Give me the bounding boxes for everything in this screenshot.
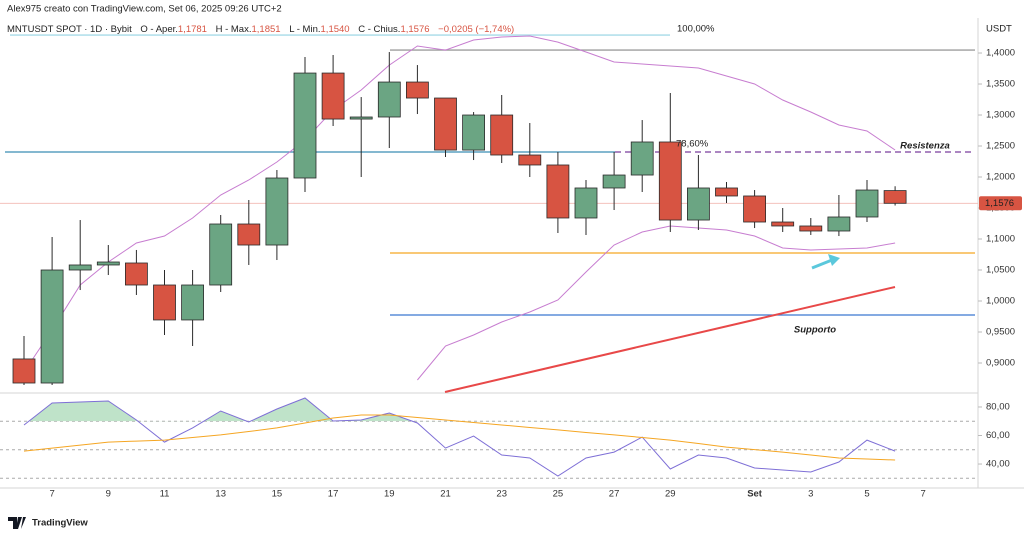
logo: TradingView <box>8 517 88 529</box>
candle-body <box>827 216 851 232</box>
level-label: Supporto <box>794 325 836 336</box>
band-line <box>23 35 896 373</box>
candle-body <box>855 189 879 218</box>
ohlc-value: 1,1851 <box>251 24 280 35</box>
level-label: Resistenza <box>900 141 950 152</box>
candle-body <box>687 187 710 221</box>
ohlc-value: 1,1781 <box>178 24 207 35</box>
last-price-box <box>979 196 1022 211</box>
y-tick-label: 0,9000 <box>986 358 1015 369</box>
y-tick-label: 0,9500 <box>986 327 1015 338</box>
candle-body <box>799 225 823 232</box>
price-panel <box>0 34 978 393</box>
author-line: Alex975 creato con TradingView.com, Set … <box>7 4 282 15</box>
x-tick-label: 3 <box>808 489 813 500</box>
candle-body <box>96 261 120 266</box>
ohlc-name: H - Max. <box>216 24 252 35</box>
overbought-fill <box>24 398 896 422</box>
candle-body <box>153 284 176 321</box>
candle-body <box>321 72 345 120</box>
symbol: MNTUSDT SPOT · 1D · Bybit <box>7 24 132 35</box>
candle-body <box>490 114 514 156</box>
y-tick-label: 80,00 <box>986 401 1010 412</box>
x-tick-label: 25 <box>553 489 564 500</box>
y-tick-label: 1,2500 <box>986 141 1015 152</box>
arrow <box>811 258 833 270</box>
last-price-label: 1,1576 <box>985 198 1014 209</box>
candle-body <box>181 284 205 321</box>
candle-body <box>602 174 626 189</box>
ohlc-value: 1,1576 <box>400 24 429 35</box>
currency: USDT <box>986 24 1012 35</box>
x-tick-label: Set <box>747 489 763 500</box>
x-tick-label: 5 <box>864 489 869 500</box>
candle-body <box>12 358 36 384</box>
candle-body <box>40 269 64 384</box>
ohlc-name: L - Min. <box>289 24 320 35</box>
y-tick-label: 1,0500 <box>986 265 1015 276</box>
candle-body <box>349 116 373 120</box>
ohlc-name: C - Chius. <box>358 24 400 35</box>
candle-body <box>434 97 457 151</box>
level-label: 100,00% <box>677 24 715 35</box>
arrow-head <box>828 254 840 266</box>
y-tick-label: 1,0000 <box>986 296 1015 307</box>
candle-body <box>265 177 289 246</box>
trend-line <box>444 286 896 393</box>
x-tick-label: 7 <box>921 489 926 500</box>
ohlc-name: O - Aper. <box>140 24 178 35</box>
candle-body <box>883 190 907 204</box>
logo-icon <box>8 517 26 529</box>
candle-body <box>125 262 148 286</box>
candle-body <box>743 195 766 223</box>
candle-body <box>237 223 261 246</box>
x-tick-label: 17 <box>328 489 339 500</box>
y-tick-label: 40,00 <box>986 459 1010 470</box>
candle-body <box>518 154 542 166</box>
change: −0,0205 (−1,74%) <box>438 24 514 35</box>
candle-body <box>377 81 401 118</box>
x-tick-label: 7 <box>49 489 54 500</box>
candle-body <box>630 141 654 176</box>
candle-body <box>658 141 682 221</box>
symbol-line: MNTUSDT SPOT · 1D · Bybit O - Aper.1,178… <box>7 24 514 35</box>
candle-body <box>574 187 598 219</box>
band-line <box>417 225 896 381</box>
candle-body <box>293 72 317 179</box>
y-tick-label: 60,00 <box>986 430 1010 441</box>
y-tick-label: 1,1000 <box>986 234 1015 245</box>
candle-body <box>771 221 795 227</box>
rsi-panel <box>0 397 978 479</box>
candle-body <box>715 187 738 197</box>
level-label: 78,60% <box>676 139 709 150</box>
x-tick-label: 9 <box>106 489 111 500</box>
ohlc-value: 1,1540 <box>321 24 350 35</box>
candle-body <box>405 81 429 99</box>
y-tick-label: 1,3000 <box>986 110 1015 121</box>
logo-text: TradingView <box>32 518 88 529</box>
rsi-line <box>23 414 896 461</box>
x-tick-label: 23 <box>496 489 507 500</box>
x-tick-label: 19 <box>384 489 395 500</box>
x-tick-label: 11 <box>160 489 170 500</box>
x-tick-label: 21 <box>440 489 451 500</box>
y-tick-label: 1,2000 <box>986 172 1015 183</box>
candle-body <box>546 164 570 219</box>
candle-body <box>68 264 92 271</box>
x-tick-label: 27 <box>609 489 620 500</box>
plot: 0,90000,95001,00001,05001,10001,15001,20… <box>0 24 1022 500</box>
x-tick-label: 29 <box>665 489 676 500</box>
y-tick-label: 1,4000 <box>986 48 1015 59</box>
candle-body <box>209 223 233 286</box>
x-tick-label: 15 <box>272 489 283 500</box>
y-tick-label: 1,3500 <box>986 79 1015 90</box>
candle-body <box>462 114 486 151</box>
x-tick-label: 13 <box>215 489 226 500</box>
